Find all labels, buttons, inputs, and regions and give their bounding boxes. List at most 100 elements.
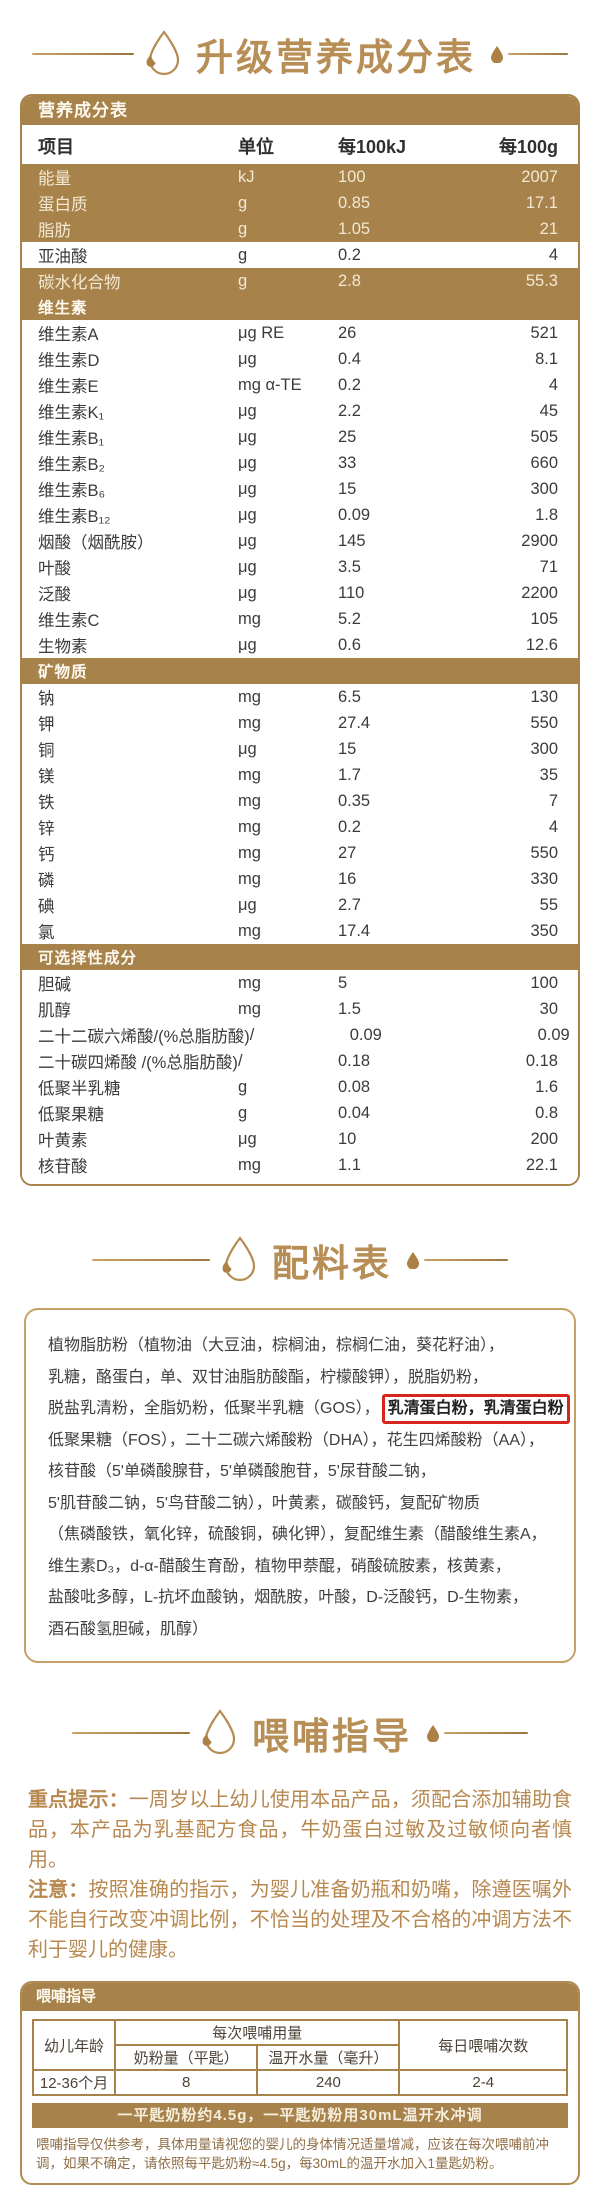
nutrient-unit: mg xyxy=(238,973,261,992)
nutrient-per100g: 55 xyxy=(539,895,558,914)
nutrient-per100g: 550 xyxy=(530,843,558,862)
nutrient-name: 碘 xyxy=(38,898,55,916)
nutrient-unit: g xyxy=(238,245,248,264)
header-water: 温开水量（毫升） xyxy=(256,2044,401,2071)
nutrient-unit: mg xyxy=(238,999,261,1018)
nutrient-per100g: 35 xyxy=(539,765,558,784)
cell-powder: 8 xyxy=(114,2069,259,2096)
nutrient-unit: μg xyxy=(238,1129,257,1148)
nutrient-per100g: 55.3 xyxy=(525,271,558,290)
water-drop-icon xyxy=(140,29,186,79)
nutrient-name: 脂肪 xyxy=(38,222,71,240)
nutrient-per100g: 521 xyxy=(530,323,558,342)
nutrient-name: 生物素 xyxy=(38,638,88,656)
nutrient-per100kj: 1.1 xyxy=(338,1155,361,1174)
small-drop-icon xyxy=(426,1724,440,1742)
table-row: 核苷酸 mg 1.1 22.1 xyxy=(22,1152,578,1178)
nutrient-per100g: 550 xyxy=(530,713,558,732)
nutrient-per100kj: 0.09 xyxy=(349,1025,382,1044)
section-header-feeding: 喂哺指导 xyxy=(0,1705,600,1761)
ingredients-line: 脱盐乳清粉，全脂奶粉，低聚半乳糖（GOS）， 乳清蛋白粉，乳清蛋白粉 xyxy=(48,1393,570,1425)
nutrient-per100kj: 3.5 xyxy=(338,557,361,576)
nutrient-per100kj: 33 xyxy=(338,453,357,472)
nutrient-per100g: 505 xyxy=(530,427,558,446)
nutrient-per100kj: 0.6 xyxy=(338,635,361,654)
nutrient-name: 泛酸 xyxy=(38,586,71,604)
ingredients-box: 植物脂肪粉（植物油（大豆油，棕榈油，棕榈仁油，葵花籽油）， 乳糖，酪蛋白，单、双… xyxy=(24,1308,576,1663)
nutrient-per100g: 0.18 xyxy=(525,1051,558,1070)
feeding-guide-title: 喂哺指导 xyxy=(252,1716,412,1757)
ingredients-title: 配料表 xyxy=(272,1243,392,1284)
nutrient-per100g: 2200 xyxy=(521,583,558,602)
nutrient-name: 维生素B₁ xyxy=(38,430,105,448)
nutrient-per100kj: 15 xyxy=(338,479,357,498)
nutrient-per100kj: 1.7 xyxy=(338,765,361,784)
nutrient-per100kj: 1.05 xyxy=(338,219,371,238)
nutrient-unit: mg xyxy=(238,791,261,810)
nutrient-name: 低聚半乳糖 xyxy=(38,1080,121,1098)
nutrient-name: 维生素B₂ xyxy=(38,456,105,474)
nutrient-name: 胆碱 xyxy=(38,976,71,994)
nutrient-unit: mg xyxy=(238,609,261,628)
nutrient-unit: μg xyxy=(238,349,257,368)
nutrient-per100g: 200 xyxy=(530,1129,558,1148)
feeding-reference-note: 喂哺指导仅供参考，具体用量请视您的婴儿的身体情况适量增减，应该在每次喂哺前冲调，… xyxy=(36,2137,549,2171)
product-label-page: { "headers": { "nutrition_title": "升级营养成… xyxy=(0,26,600,2193)
table-row: 钠 mg 6.5 130 xyxy=(22,684,578,710)
nutrient-unit: mg xyxy=(238,713,261,732)
nutrient-per100g: 350 xyxy=(530,921,558,940)
whey-protein-highlight-box: 乳清蛋白粉，乳清蛋白粉 xyxy=(381,1394,570,1424)
nutrient-per100kj: 110 xyxy=(338,583,365,602)
table-row: 低聚果糖 g 0.04 0.8 xyxy=(22,1100,578,1126)
ingredients-line: 核苷酸（5'单磷酸腺苷，5'单磷酸胞苷，5'尿苷酸二钠， xyxy=(48,1463,436,1480)
nutrient-per100g: 330 xyxy=(530,869,558,888)
nutrient-per100g: 2900 xyxy=(521,531,558,550)
nutrient-per100kj: 0.85 xyxy=(338,193,371,212)
decorative-line-right xyxy=(444,1732,528,1734)
feeding-table-box: 喂哺指导 幼儿年龄 每次喂哺用量 每日喂哺次数 奶粉量（平匙） 温开水量（毫升）… xyxy=(20,1981,580,2185)
important-tip-paragraph: 重点提示：一周岁以上幼儿使用本品产品，须配合添加辅助食品，本产品为乳基配方食品，… xyxy=(28,1785,572,1875)
nutrient-per100g: 22.1 xyxy=(525,1155,558,1174)
table-row: 铁 mg 0.35 7 xyxy=(22,788,578,814)
table-row: 维生素B₂ μg 33 660 xyxy=(22,450,578,476)
nutrient-name: 铜 xyxy=(38,742,55,760)
nutrient-name: 镁 xyxy=(38,768,55,786)
nutrient-unit: / xyxy=(238,1051,243,1070)
important-tip-text: 一周岁以上幼儿使用本品产品，须配合添加辅助食品，本产品为乳基配方食品，牛奶蛋白过… xyxy=(28,1789,573,1871)
table-row: 蛋白质 g 0.85 17.1 xyxy=(22,190,578,216)
decorative-line-right xyxy=(508,53,568,55)
nutrient-per100g: 2007 xyxy=(521,167,558,186)
nutrient-unit: μg xyxy=(238,479,257,498)
table-row: 胆碱 mg 5 100 xyxy=(22,970,578,996)
page-title: 升级营养成分表 xyxy=(196,37,476,78)
nutrient-unit: mg α-TE xyxy=(238,375,302,394)
nutrient-unit: μg RE xyxy=(238,323,285,342)
nutrient-unit: μg xyxy=(238,453,257,472)
table-row: 碳水化合物 g 2.8 55.3 xyxy=(22,268,578,294)
small-drop-icon xyxy=(490,45,504,63)
important-tip-label: 重点提示： xyxy=(28,1789,129,1811)
table-row: 维生素 xyxy=(22,294,578,320)
ingredients-line-text: 脱盐乳清粉，全脂奶粉，低聚半乳糖（GOS）， xyxy=(48,1400,380,1417)
table-row: 碘 μg 2.7 55 xyxy=(22,892,578,918)
feeding-table-inner: 幼儿年龄 每次喂哺用量 每日喂哺次数 奶粉量（平匙） 温开水量（毫升） 12-3… xyxy=(22,2011,578,2183)
nutrient-unit: mg xyxy=(238,921,261,940)
table-row: 肌醇 mg 1.5 30 xyxy=(22,996,578,1022)
nutrient-unit: mg xyxy=(238,765,261,784)
ingredients-line: 维生素D₃，d-α-醋酸生育酚，植物甲萘醌，硝酸硫胺素，核黄素， xyxy=(48,1557,511,1575)
caution-paragraph: 注意：按照准确的指示，为婴儿准备奶瓶和奶嘴，除遵医嘱外不能自行改变冲调比例，不恰… xyxy=(28,1875,572,1965)
nutrient-per100kj: 1.5 xyxy=(338,999,361,1018)
table-row: 维生素C mg 5.2 105 xyxy=(22,606,578,632)
nutrient-unit: g xyxy=(238,271,248,290)
nutrient-unit: μg xyxy=(238,401,257,420)
column-header-per100kj: 每100kJ xyxy=(338,137,407,157)
nutrient-per100g: 21 xyxy=(539,219,558,238)
nutrient-name: 维生素E xyxy=(38,378,99,396)
ingredients-line: 盐酸吡多醇，L-抗坏血酸钠，烟酰胺，叶酸，D-泛酸钙，D-生物素， xyxy=(48,1589,528,1606)
nutrient-per100kj: 0.18 xyxy=(338,1051,371,1070)
table-row: 二十碳四烯酸 /(%总脂肪酸) / 0.18 0.18 xyxy=(22,1048,578,1074)
table-row: 镁 mg 1.7 35 xyxy=(22,762,578,788)
nutrient-name: 氯 xyxy=(38,924,55,942)
table-row: 维生素B₁₂ μg 0.09 1.8 xyxy=(22,502,578,528)
section-header-nutrition: 升级营养成分表 xyxy=(0,26,600,82)
